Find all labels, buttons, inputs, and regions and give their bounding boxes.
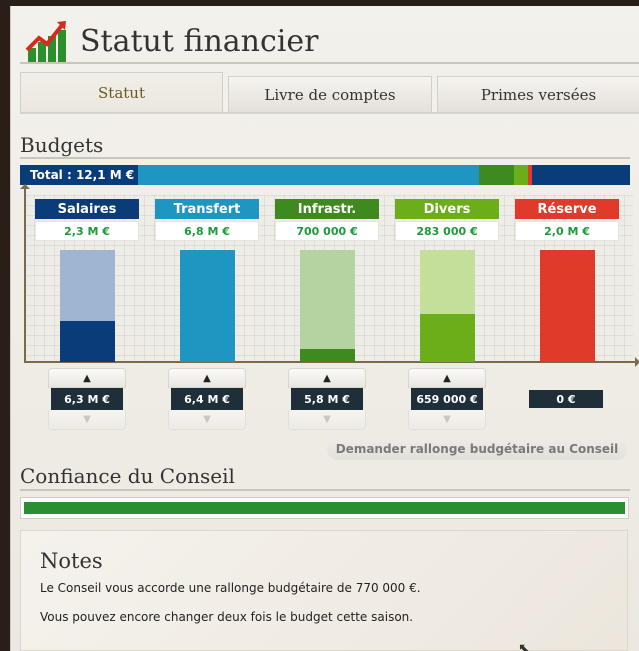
chart-up-icon <box>25 21 66 64</box>
chart-y-axis <box>20 184 30 363</box>
budget-stepper: ▲ 6,4 M € ▼ <box>168 368 246 432</box>
mouse-cursor-icon: ⬉ <box>518 641 530 651</box>
budget-bar-track <box>420 250 475 362</box>
budget-current-value: 700 000 € <box>275 221 379 241</box>
request-budget-increase-button[interactable]: Demander rallonge budgétaire au Conseil <box>327 438 627 460</box>
tab-primes-versees[interactable]: Primes versées <box>437 76 639 112</box>
budget-bar-fill <box>420 314 475 362</box>
total-budget-label: Total : 12,1 M € <box>20 165 138 185</box>
notes-panel: Notes Le Conseil vous accorde une rallon… <box>20 530 628 651</box>
budgets-title: Budgets <box>20 133 104 157</box>
budget-bar-fill <box>300 349 355 362</box>
budget-stepper: ▲ 659 000 € ▼ <box>408 368 486 432</box>
budgets-divider <box>20 157 630 159</box>
tab-bar: Statut Livre de comptes Primes versées <box>20 72 639 112</box>
increase-budget-arrow-icon[interactable]: ▲ <box>48 368 126 388</box>
budget-bar-fill <box>60 321 115 362</box>
tab-statut[interactable]: Statut <box>20 72 223 112</box>
budget-category-label: Infrastr. <box>275 199 379 219</box>
budget-current-value: 6,8 M € <box>155 221 259 241</box>
budget-bar-fill <box>180 250 235 362</box>
page-title: Statut financier <box>80 24 319 59</box>
decrease-budget-arrow-icon[interactable]: ▼ <box>288 410 366 430</box>
budget-category-label: Transfert <box>155 199 259 219</box>
decrease-budget-arrow-icon[interactable]: ▼ <box>48 410 126 430</box>
decrease-budget-arrow-icon[interactable]: ▼ <box>408 410 486 430</box>
chart-x-axis <box>24 357 639 367</box>
reserve-allocated-value: 0 € <box>529 390 603 408</box>
confidence-title: Confiance du Conseil <box>20 464 235 488</box>
budget-allocated-value: 6,4 M € <box>171 388 243 410</box>
budget-allocated-value: 5,8 M € <box>291 388 363 410</box>
budget-stepper: ▲ 5,8 M € ▼ <box>288 368 366 432</box>
confidence-meter-fill <box>24 502 625 514</box>
tab-livre-de-comptes[interactable]: Livre de comptes <box>228 76 432 112</box>
budget-stepper: ▲ 6,3 M € ▼ <box>48 368 126 432</box>
increase-budget-arrow-icon[interactable]: ▲ <box>168 368 246 388</box>
budget-bar-fill <box>540 250 595 362</box>
increase-budget-arrow-icon[interactable]: ▲ <box>408 368 486 388</box>
budget-current-value: 283 000 € <box>395 221 499 241</box>
budget-current-value: 2,0 M € <box>515 221 619 241</box>
budget-bar-track <box>540 250 595 362</box>
notes-line: Le Conseil vous accorde une rallonge bud… <box>40 581 421 595</box>
notes-line: Vous pouvez encore changer deux fois le … <box>40 610 414 624</box>
budget-allocated-value: 659 000 € <box>411 388 483 410</box>
confidence-meter <box>20 497 629 519</box>
tabs-divider <box>20 112 639 114</box>
budget-current-value: 2,3 M € <box>35 221 139 241</box>
confidence-divider <box>20 489 630 491</box>
budget-category-label: Divers <box>395 199 499 219</box>
increase-budget-arrow-icon[interactable]: ▲ <box>288 368 366 388</box>
budget-category-label: Réserve <box>515 199 619 219</box>
decrease-budget-arrow-icon[interactable]: ▼ <box>168 410 246 430</box>
notes-title: Notes <box>40 549 103 573</box>
budget-bar-track <box>180 250 235 362</box>
budget-allocated-value: 6,3 M € <box>51 388 123 410</box>
budget-category-label: Salaires <box>35 199 139 219</box>
budget-bar-track <box>60 250 115 362</box>
budget-bar-track <box>300 250 355 362</box>
header-divider <box>20 62 639 64</box>
